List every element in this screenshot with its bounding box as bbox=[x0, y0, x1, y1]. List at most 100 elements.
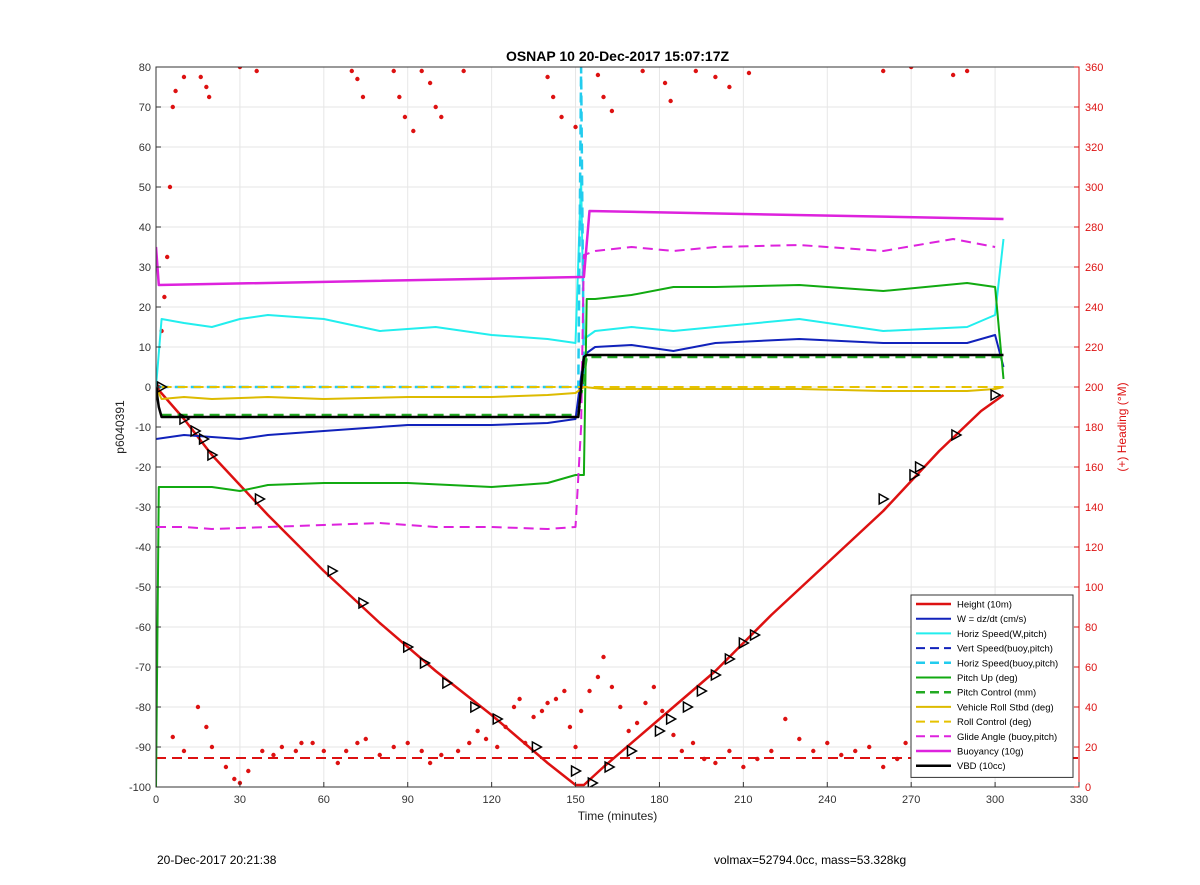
heading-point bbox=[279, 744, 285, 750]
legend-label: Glide Angle (buoy,pitch) bbox=[957, 732, 1057, 743]
x-tick-label: 240 bbox=[818, 794, 836, 806]
y-tick-label: 40 bbox=[139, 222, 151, 234]
footer-timestamp: 20-Dec-2017 20:21:38 bbox=[157, 853, 277, 867]
heading-point bbox=[310, 740, 315, 746]
trajectory-marker bbox=[587, 776, 599, 787]
heading-point bbox=[162, 294, 167, 300]
series-line bbox=[156, 386, 1004, 400]
x-tick-label: 270 bbox=[902, 794, 920, 806]
heading-point bbox=[209, 744, 215, 750]
heading-point bbox=[181, 74, 187, 80]
heading-point bbox=[668, 98, 673, 104]
heading-point bbox=[746, 70, 752, 76]
trajectory-marker bbox=[442, 676, 454, 690]
heading-point bbox=[254, 68, 259, 74]
legend-box bbox=[910, 594, 1074, 778]
trajectory-marker bbox=[531, 740, 543, 754]
heading-point bbox=[609, 108, 615, 114]
heading-point bbox=[651, 684, 657, 690]
heading-point bbox=[702, 756, 707, 762]
heading-point bbox=[550, 94, 556, 100]
heading-point bbox=[167, 184, 173, 190]
x-tick-label: 0 bbox=[153, 794, 159, 806]
heading-point bbox=[427, 760, 433, 766]
heading-point bbox=[839, 752, 844, 758]
trajectory-marker bbox=[951, 428, 963, 442]
trajectory-marker bbox=[179, 412, 191, 426]
trajectory-marker bbox=[492, 712, 504, 726]
heading-point bbox=[475, 728, 480, 734]
heading-point bbox=[427, 80, 433, 86]
y-tick-label: -90 bbox=[135, 742, 151, 754]
heading-point bbox=[461, 68, 466, 74]
y-tick-label: -60 bbox=[135, 622, 151, 634]
heading-point bbox=[559, 114, 564, 120]
heading-point bbox=[391, 744, 396, 750]
heading-point bbox=[206, 94, 212, 100]
heading-point bbox=[727, 748, 732, 754]
heading-point bbox=[355, 76, 360, 82]
y-tick-label: 70 bbox=[139, 102, 151, 114]
heading-point bbox=[713, 74, 718, 80]
heading-point bbox=[903, 740, 908, 746]
y-tick-label: 30 bbox=[139, 262, 151, 274]
series-line bbox=[156, 386, 1005, 787]
heading-point bbox=[170, 734, 175, 740]
heading-point bbox=[853, 748, 858, 754]
trajectory-marker bbox=[665, 712, 678, 726]
y2-tick-label: 240 bbox=[1085, 302, 1103, 314]
y-tick-label: 20 bbox=[139, 302, 151, 314]
trajectory-marker bbox=[198, 432, 211, 446]
series-line bbox=[161, 355, 1004, 417]
y2-tick-label: 260 bbox=[1085, 262, 1103, 274]
legend-label: VBD (10cc) bbox=[957, 761, 1006, 772]
chart-title: OSNAP 10 20-Dec-2017 15:07:17Z bbox=[506, 48, 730, 64]
trajectory-marker bbox=[402, 640, 415, 654]
heading-point bbox=[587, 688, 592, 694]
heading-point bbox=[170, 104, 175, 110]
heading-point bbox=[811, 748, 816, 754]
trajectory-marker bbox=[749, 628, 762, 642]
heading-point bbox=[727, 84, 732, 90]
heading-point bbox=[246, 768, 251, 774]
legend-label: Vehicle Roll Stbd (deg) bbox=[957, 702, 1054, 713]
heading-point bbox=[397, 94, 402, 100]
heading-point bbox=[964, 68, 970, 74]
heading-point bbox=[553, 696, 559, 702]
heading-point bbox=[299, 740, 304, 746]
heading-point bbox=[601, 654, 606, 660]
y2-tick-label: 0 bbox=[1085, 782, 1091, 794]
y2-axis-label: (+) Heading (°M) bbox=[1115, 382, 1129, 471]
heading-point bbox=[713, 760, 718, 766]
legend-label: Horiz Speed(W,pitch) bbox=[957, 629, 1047, 640]
heading-point bbox=[531, 714, 536, 720]
x-tick-label: 180 bbox=[650, 794, 668, 806]
y2-tick-label: 140 bbox=[1085, 502, 1103, 514]
heading-point bbox=[545, 74, 550, 80]
y2-tick-label: 120 bbox=[1085, 542, 1103, 554]
heading-point bbox=[439, 752, 444, 758]
y-tick-label: 80 bbox=[139, 62, 151, 74]
heading-point bbox=[595, 72, 601, 78]
y-tick-label: 10 bbox=[139, 342, 151, 354]
heading-point bbox=[640, 68, 645, 74]
heading-point bbox=[626, 728, 631, 734]
heading-point bbox=[894, 756, 900, 762]
y2-tick-label: 80 bbox=[1085, 622, 1097, 634]
y-tick-label: 50 bbox=[139, 182, 151, 194]
heading-point bbox=[562, 688, 567, 694]
y2-tick-label: 160 bbox=[1085, 462, 1103, 474]
y-tick-label: -10 bbox=[135, 422, 151, 434]
heading-point bbox=[360, 94, 366, 100]
heading-point bbox=[595, 674, 601, 680]
y2-tick-label: 40 bbox=[1085, 702, 1097, 714]
heading-point bbox=[335, 760, 341, 766]
heading-point bbox=[609, 684, 615, 690]
heading-point bbox=[693, 68, 699, 74]
trajectory-marker bbox=[710, 668, 722, 682]
x-tick-label: 60 bbox=[318, 794, 330, 806]
y2-tick-label: 360 bbox=[1085, 62, 1103, 74]
trajectory-marker bbox=[909, 468, 921, 482]
y-tick-label: -80 bbox=[135, 702, 151, 714]
heading-point bbox=[402, 114, 408, 120]
